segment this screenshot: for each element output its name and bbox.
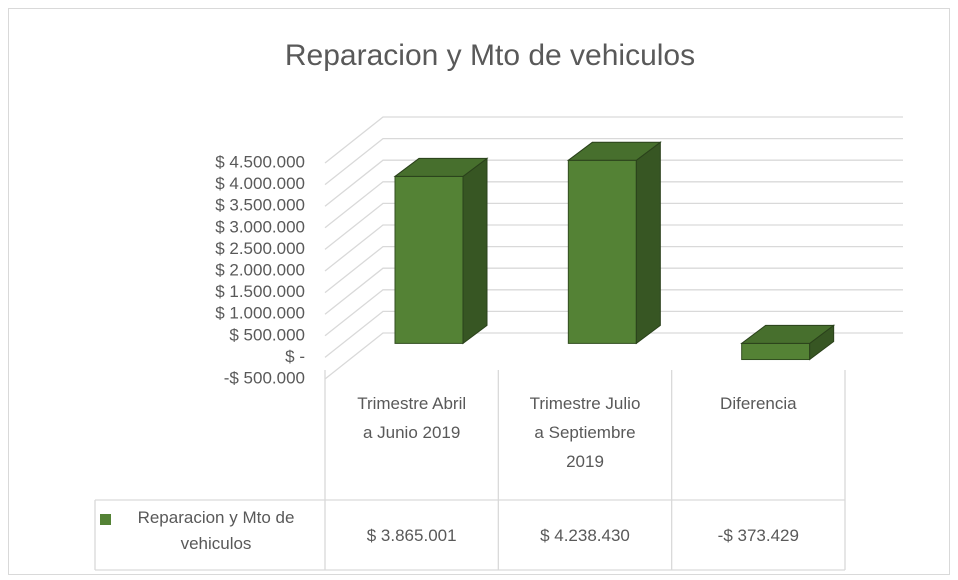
legend-key [100, 514, 111, 525]
table-value: $ 4.238.430 [540, 526, 630, 545]
y-tick-label: $ 1.000.000 [215, 304, 305, 323]
y-tick-label: $ 4.000.000 [215, 174, 305, 193]
x-tick-label: Trimestre Abril a Junio 2019 [357, 394, 467, 442]
grid-line [324, 159, 903, 207]
legend-label: Reparacion y Mto de vehiculos [137, 508, 295, 553]
grid-line [324, 310, 903, 358]
bar-side [635, 141, 661, 345]
bar-front [567, 159, 637, 344]
grid-line [324, 181, 903, 229]
y-tick-label: -$ 500.000 [224, 368, 305, 387]
bar-top [566, 141, 662, 161]
y-tick-label: $ 3.500.000 [215, 196, 305, 215]
bar-top [393, 157, 489, 177]
table-value: $ 3.865.001 [366, 526, 457, 545]
grid-line [324, 224, 903, 272]
bar-front [394, 175, 464, 344]
grid-line [324, 202, 903, 250]
grid-line [324, 116, 903, 164]
y-tick-label: $ 2.000.000 [215, 260, 305, 279]
grid-line [324, 289, 903, 337]
chart-border [8, 8, 950, 575]
grid-line [324, 245, 903, 294]
y-tick-label: $ - [285, 347, 305, 366]
y-tick-label: $ 1.500.000 [215, 282, 305, 301]
x-tick-label: Trimestre Julio a Septiembre 2019 [529, 394, 641, 471]
x-tick-label: Diferencia [720, 394, 797, 413]
grid-line [324, 137, 903, 186]
chart-title: Reparacion y Mto de vehiculos [285, 39, 695, 72]
bar-front [741, 342, 811, 361]
table-value: -$ 373.429 [717, 526, 799, 545]
y-tick-label: $ 3.000.000 [215, 217, 305, 236]
bar-top [740, 324, 836, 344]
grid-line [324, 332, 903, 380]
y-tick-label: $ 4.500.000 [215, 152, 305, 171]
grid-line [324, 267, 903, 315]
y-tick-label: $ 2.500.000 [215, 239, 305, 258]
bar-side [462, 157, 488, 345]
y-tick-label: $ 500.000 [229, 325, 305, 344]
